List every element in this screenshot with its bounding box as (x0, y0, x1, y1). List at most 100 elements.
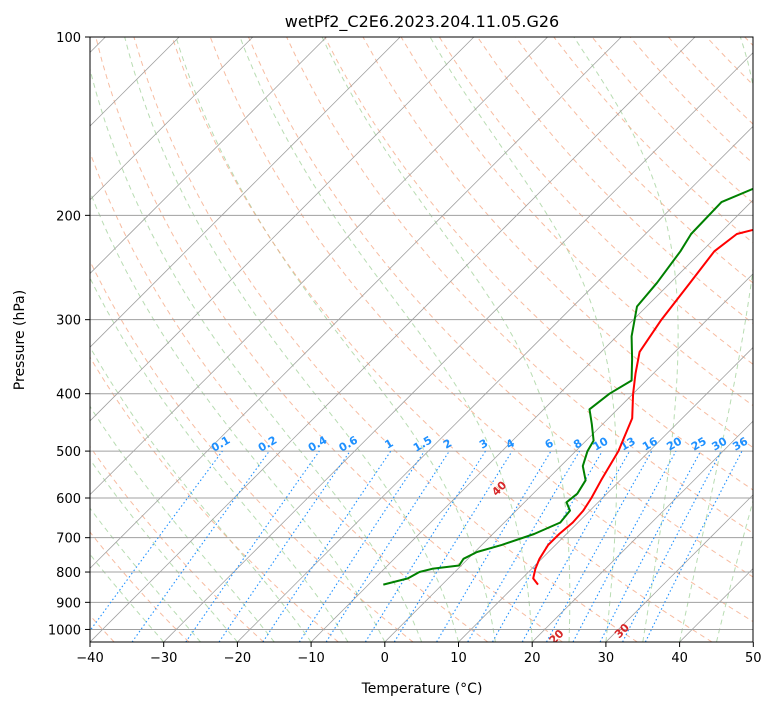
mixing-ratio-line (262, 450, 392, 642)
moist-adiabat-line (321, 37, 571, 642)
mixing-ratio-line (393, 450, 513, 642)
dry-adiabat-line (209, 37, 753, 623)
mixing-ratio-labels: 0.1 0.2 0.4 0.6 1 1.5 2 3 4 6 8 10 13 16 20 25 30 36 (209, 433, 750, 454)
mixing-ratio-line (644, 450, 743, 642)
isobars (90, 37, 753, 630)
dry-adiabat-label: 0 (14, 51, 29, 66)
plot-area: -100-90-80-70-60-50-40-30-20-10010203040… (14, 37, 775, 642)
moist-adiabat-line (239, 37, 533, 642)
isotherm-line (90, 37, 401, 348)
y-tick-label: 600 (56, 492, 81, 507)
y-tick-label: 1000 (48, 623, 81, 638)
x-tick-label: 20 (524, 651, 541, 666)
moist-adiabat-line (90, 405, 275, 642)
dry-adiabat-line (706, 37, 753, 86)
x-tick-label: 30 (598, 651, 615, 666)
x-tick-label: 10 (450, 651, 467, 666)
moist-adiabat-line (175, 37, 496, 642)
dry-adiabat-line (90, 445, 264, 642)
isotherm-line (753, 37, 775, 642)
x-tick-label: −40 (76, 651, 103, 666)
moist-adiabat-line (573, 37, 679, 642)
mixing-ratio-line (90, 450, 223, 632)
moist-adiabat-line (90, 67, 423, 642)
isotherm-line (163, 52, 753, 642)
mixing-ratio-line (131, 450, 270, 642)
moist-adiabat-line (429, 37, 618, 642)
moist-adiabat-line (90, 458, 238, 642)
dry-adiabat-line (133, 37, 638, 642)
mixing-ratio-line (546, 450, 653, 642)
isotherm-line (90, 37, 475, 422)
x-tick-label: 40 (671, 651, 688, 666)
chart-title: wetPf2_C2E6.2023.204.11.05.G26 (285, 12, 559, 32)
dewpoint-line (383, 187, 753, 586)
moist-adiabat-line (90, 276, 349, 642)
moist-adiabat-line (90, 553, 165, 642)
dry-adiabat-line (362, 37, 753, 449)
dry-adiabat-line (90, 356, 339, 642)
dry-adiabat-line (400, 37, 753, 407)
x-tick-label: 0 (381, 651, 389, 666)
isotherm-line (90, 37, 254, 201)
dry-adiabat-line (591, 37, 753, 204)
temperature-line (532, 228, 753, 586)
y-tick-label: 400 (56, 388, 81, 403)
isotherms (90, 37, 775, 642)
mixing-ratio-line (572, 450, 677, 642)
isotherm-line (605, 494, 753, 642)
dry-adiabat-line (744, 37, 753, 47)
y-tick-label: 300 (56, 314, 81, 329)
y-axis-label: Pressure (hPa) (12, 290, 28, 390)
plot-frame (89, 36, 754, 643)
y-tick-label: 200 (56, 209, 81, 224)
moist-adiabats (90, 37, 753, 642)
x-tick-label: −20 (224, 651, 251, 666)
mixing-ratio-line (467, 450, 581, 642)
x-tick-label: −10 (297, 651, 324, 666)
y-tick-label: 800 (56, 566, 81, 581)
dry-adiabat-line (668, 37, 753, 125)
isotherm-line (90, 37, 548, 496)
isotherm-line (679, 568, 753, 642)
mixing-ratio-label: 1 (382, 437, 395, 452)
isotherm-line (90, 37, 622, 569)
dry-adiabats (90, 37, 753, 642)
dry-adiabat-line (90, 531, 190, 642)
x-axis: −40 −30 −20 −10 0 10 20 30 40 50 (76, 642, 762, 666)
x-tick-label: −30 (150, 651, 177, 666)
y-axis: 100 200 300 400 500 600 700 800 900 1000 (48, 31, 90, 638)
dry-adiabat-label: 10 (50, 49, 70, 69)
dry-adiabat-line (515, 37, 753, 284)
mixing-ratio-line (218, 450, 351, 642)
moist-adiabat-line (124, 37, 459, 642)
mixing-ratio-label: 6 (543, 436, 556, 451)
moist-adiabat-line (90, 346, 312, 642)
mixing-ratio-line (298, 450, 425, 642)
mixing-ratio-label: 3 (477, 437, 490, 452)
y-tick-label: 900 (56, 596, 81, 611)
dry-adiabat-line (90, 260, 414, 642)
isotherm-line (458, 346, 753, 642)
mixing-ratio-label: 4 (504, 436, 517, 451)
dry-adiabat-line (248, 37, 753, 578)
y-tick-label: 700 (56, 532, 81, 547)
x-axis-label: Temperature (°C) (361, 681, 483, 697)
y-tick-label: 500 (56, 445, 81, 460)
isotherm-line (531, 420, 753, 642)
isotherm-line (90, 37, 696, 642)
dry-adiabat-label: 30 (612, 621, 632, 641)
isotherm-line (237, 125, 753, 642)
isotherm-line (90, 37, 327, 275)
isotherm-line (384, 273, 753, 642)
dry-adiabat-line (90, 150, 489, 642)
mixing-ratio-line (364, 450, 486, 642)
mixing-ratio-line (521, 450, 631, 642)
moist-adiabat-line (90, 507, 201, 642)
y-tick-label: 100 (56, 31, 81, 46)
mixing-ratio-line (185, 450, 320, 642)
profile-series (383, 187, 753, 586)
mixing-ratio-label: 2 (441, 437, 454, 452)
moist-adiabat-line (716, 498, 753, 642)
